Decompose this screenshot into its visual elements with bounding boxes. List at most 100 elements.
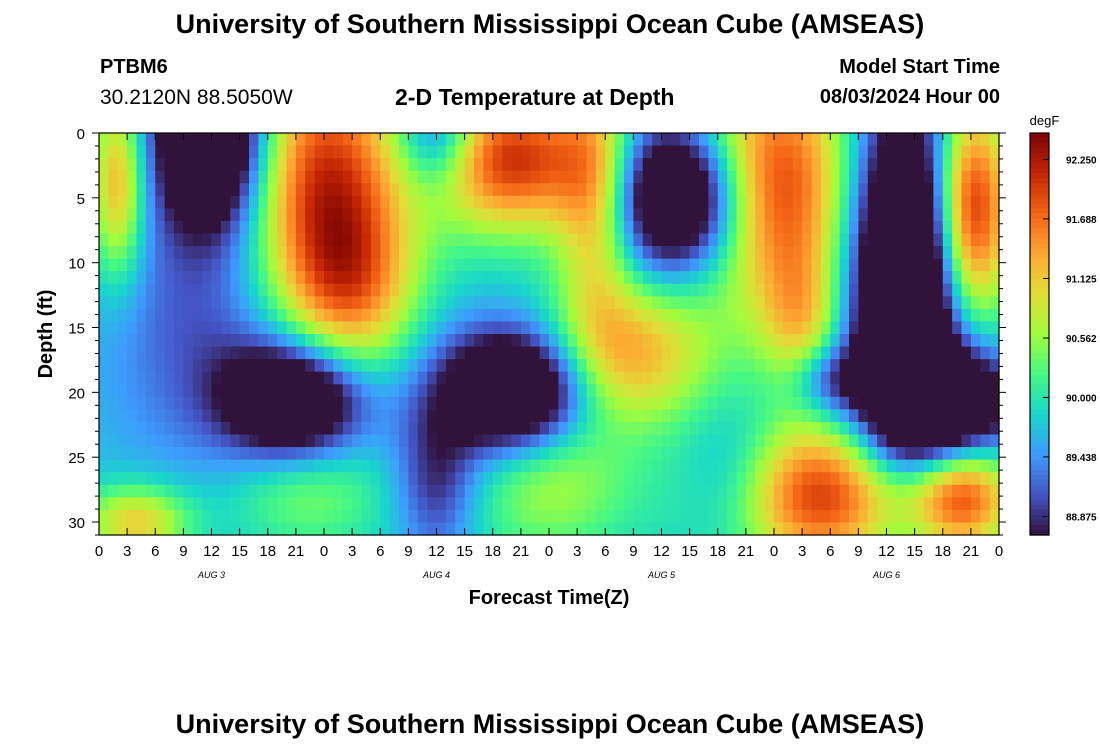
heatmap-cell bbox=[492, 472, 503, 486]
heatmap-cell bbox=[277, 233, 288, 247]
heatmap-cell bbox=[117, 321, 128, 335]
heatmap-cell bbox=[708, 195, 719, 209]
heatmap-cell bbox=[230, 133, 241, 147]
heatmap-cell bbox=[745, 308, 756, 323]
heatmap-cell bbox=[108, 271, 119, 285]
heatmap-cell bbox=[258, 208, 269, 222]
heatmap-cell bbox=[230, 371, 241, 385]
heatmap-cell bbox=[286, 246, 297, 260]
heatmap-cell bbox=[820, 434, 831, 448]
heatmap-cell bbox=[267, 133, 278, 147]
heatmap-cell bbox=[614, 371, 625, 385]
heatmap-cell bbox=[361, 195, 372, 209]
heatmap-cell bbox=[849, 497, 859, 511]
heatmap-cell bbox=[633, 421, 644, 436]
heatmap-cell bbox=[942, 459, 953, 473]
heatmap-cell bbox=[567, 220, 578, 235]
heatmap-cell bbox=[755, 421, 766, 436]
heatmap-cell bbox=[614, 509, 625, 524]
heatmap-cell bbox=[108, 447, 119, 461]
heatmap-cell bbox=[445, 145, 456, 159]
heatmap-cell bbox=[811, 371, 822, 385]
heatmap-cell bbox=[652, 271, 663, 285]
heatmap-cell bbox=[933, 133, 944, 147]
heatmap-cell bbox=[867, 296, 878, 310]
heatmap-cell bbox=[661, 421, 672, 436]
heatmap-cell bbox=[886, 208, 897, 222]
heatmap-cell bbox=[736, 371, 747, 385]
heatmap-cell bbox=[342, 421, 353, 436]
heatmap-cell bbox=[174, 459, 184, 473]
heatmap-cell bbox=[745, 183, 756, 197]
heatmap-cell bbox=[427, 409, 438, 423]
heatmap-cell bbox=[352, 459, 363, 473]
heatmap-cell bbox=[239, 195, 250, 209]
heatmap-cell bbox=[211, 359, 222, 373]
heatmap-cell bbox=[802, 308, 813, 323]
heatmap-cell bbox=[267, 258, 278, 272]
colorbar-segment bbox=[1030, 218, 1049, 225]
heatmap-cell bbox=[408, 208, 419, 222]
colorbar-segment bbox=[1030, 519, 1049, 526]
colorbar-segment bbox=[1030, 193, 1049, 199]
heatmap-cell bbox=[924, 459, 934, 473]
heatmap-cell bbox=[464, 233, 475, 247]
heatmap-cell bbox=[108, 220, 119, 235]
heatmap-cell bbox=[727, 158, 738, 172]
heatmap-cell bbox=[249, 183, 259, 197]
heatmap-cell bbox=[202, 145, 213, 159]
heatmap-cell bbox=[249, 409, 259, 423]
heatmap-cell bbox=[305, 484, 316, 498]
heatmap-cell bbox=[849, 459, 859, 473]
heatmap-cell bbox=[745, 334, 756, 348]
heatmap-cell bbox=[858, 296, 869, 310]
heatmap-cell bbox=[811, 208, 822, 222]
heatmap-cell bbox=[155, 145, 166, 159]
heatmap-cell bbox=[136, 271, 147, 285]
heatmap-cell bbox=[380, 334, 391, 348]
heatmap-cell bbox=[417, 334, 428, 348]
heatmap-cell bbox=[267, 472, 278, 486]
heatmap-cell bbox=[558, 472, 569, 486]
heatmap-cell bbox=[830, 158, 841, 172]
heatmap-cell bbox=[858, 271, 869, 285]
heatmap-cell bbox=[511, 384, 522, 398]
heatmap-cell bbox=[624, 359, 634, 373]
heatmap-cell bbox=[220, 384, 231, 398]
heatmap-cell bbox=[670, 170, 681, 184]
heatmap-cell bbox=[370, 246, 381, 260]
heatmap-cell bbox=[839, 522, 850, 536]
heatmap-cell bbox=[445, 522, 456, 536]
heatmap-cell bbox=[258, 359, 269, 373]
heatmap-cell bbox=[267, 145, 278, 159]
heatmap-cell bbox=[867, 195, 878, 209]
heatmap-cell bbox=[389, 346, 400, 360]
heatmap-cell bbox=[502, 346, 513, 360]
heatmap-cell bbox=[464, 522, 475, 536]
heatmap-cell bbox=[830, 271, 841, 285]
heatmap-cell bbox=[155, 208, 166, 222]
heatmap-cell bbox=[220, 447, 231, 461]
heatmap-cell bbox=[689, 183, 700, 197]
heatmap-cell bbox=[661, 233, 672, 247]
heatmap-cell bbox=[220, 334, 231, 348]
heatmap-cell bbox=[230, 145, 241, 159]
heatmap-cell bbox=[689, 195, 700, 209]
heatmap-cell bbox=[211, 208, 222, 222]
heatmap-cell bbox=[624, 522, 634, 536]
heatmap-cell bbox=[792, 133, 803, 147]
heatmap-cell bbox=[136, 384, 147, 398]
heatmap-cell bbox=[455, 447, 466, 461]
heatmap-cell bbox=[745, 321, 756, 335]
heatmap-cell bbox=[895, 522, 906, 536]
heatmap-cell bbox=[220, 308, 231, 323]
heatmap-cell bbox=[727, 258, 738, 272]
heatmap-cell bbox=[539, 334, 550, 348]
heatmap-cell bbox=[183, 359, 194, 373]
heatmap-cell bbox=[239, 170, 250, 184]
heatmap-cell bbox=[408, 359, 419, 373]
heatmap-cell bbox=[155, 384, 166, 398]
heatmap-cell bbox=[183, 472, 194, 486]
heatmap-cell bbox=[792, 220, 803, 235]
x-tick-label: 15 bbox=[906, 543, 923, 560]
